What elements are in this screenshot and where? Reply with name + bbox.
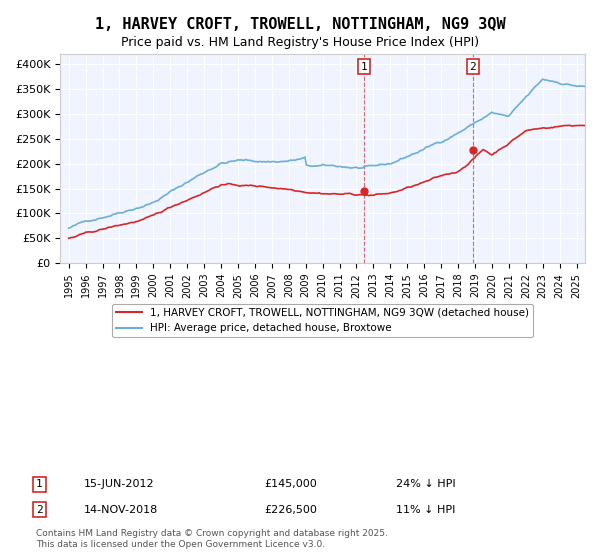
Text: 2: 2 xyxy=(469,62,476,72)
Text: 11% ↓ HPI: 11% ↓ HPI xyxy=(396,505,455,515)
Text: £145,000: £145,000 xyxy=(264,479,317,489)
Text: 1, HARVEY CROFT, TROWELL, NOTTINGHAM, NG9 3QW: 1, HARVEY CROFT, TROWELL, NOTTINGHAM, NG… xyxy=(95,17,505,32)
Text: 1: 1 xyxy=(36,479,43,489)
Text: £226,500: £226,500 xyxy=(264,505,317,515)
Text: Contains HM Land Registry data © Crown copyright and database right 2025.
This d: Contains HM Land Registry data © Crown c… xyxy=(36,529,388,549)
Text: 14-NOV-2018: 14-NOV-2018 xyxy=(84,505,158,515)
Text: 15-JUN-2012: 15-JUN-2012 xyxy=(84,479,155,489)
Legend: 1, HARVEY CROFT, TROWELL, NOTTINGHAM, NG9 3QW (detached house), HPI: Average pri: 1, HARVEY CROFT, TROWELL, NOTTINGHAM, NG… xyxy=(112,304,533,337)
Text: 1: 1 xyxy=(361,62,367,72)
Text: 2: 2 xyxy=(36,505,43,515)
Text: 24% ↓ HPI: 24% ↓ HPI xyxy=(396,479,455,489)
Text: Price paid vs. HM Land Registry's House Price Index (HPI): Price paid vs. HM Land Registry's House … xyxy=(121,36,479,49)
